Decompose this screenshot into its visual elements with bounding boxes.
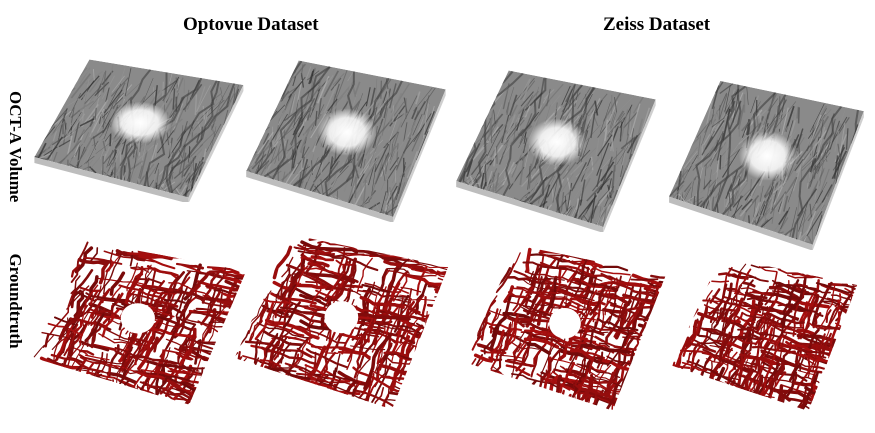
slab-render (671, 263, 858, 411)
slab-render (33, 241, 247, 405)
optovue-dataset-title: Optovue Dataset (183, 14, 319, 35)
oct-a-volume-row-label: OCT-A Volume (6, 91, 25, 203)
zeiss-groundtruth-panel-1 (460, 236, 672, 416)
slab-render (456, 70, 656, 232)
optovue-volume-panel-1 (30, 52, 250, 202)
optovue-groundtruth-panel-2 (230, 225, 455, 415)
optovue-volume-panel-2 (242, 52, 452, 222)
zeiss-dataset-title: Zeiss Dataset (603, 14, 711, 35)
slab-render (234, 237, 449, 410)
zeiss-groundtruth-panel-2 (668, 248, 863, 416)
zeiss-volume-panel-1 (452, 62, 662, 232)
slab-render (669, 80, 864, 250)
optovue-groundtruth-panel-1 (25, 232, 253, 410)
groundtruth-row-label: Groundtruth (6, 253, 25, 349)
slab-render (246, 60, 446, 222)
zeiss-volume-panel-2 (665, 72, 870, 250)
slab-render (464, 247, 666, 411)
slab-render (34, 59, 244, 202)
